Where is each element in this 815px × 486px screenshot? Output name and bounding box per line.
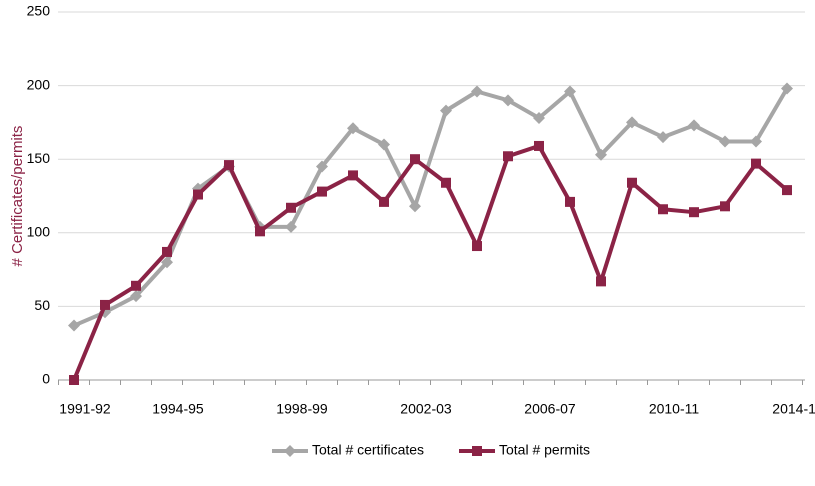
point: [131, 280, 141, 291]
point: [534, 140, 544, 151]
point: [471, 85, 483, 98]
point: [410, 154, 420, 165]
point: [657, 131, 669, 144]
legend-marker: [284, 445, 296, 457]
point: [719, 135, 731, 148]
point: [68, 319, 80, 332]
point: [564, 85, 576, 98]
point: [626, 116, 638, 129]
point: [100, 299, 110, 310]
point: [316, 160, 328, 173]
y-tick-label: 100: [27, 224, 51, 240]
point: [162, 246, 172, 257]
point: [317, 186, 327, 197]
point: [347, 122, 359, 135]
legend-label: Total # permits: [499, 442, 590, 458]
y-tick-label: 250: [27, 3, 51, 19]
x-tick-label: 2010-11: [649, 401, 700, 417]
series-line: [73, 87, 789, 328]
point: [782, 185, 792, 196]
x-tick-label: 2014-15: [772, 401, 815, 417]
point: [69, 375, 79, 385]
point: [224, 160, 234, 171]
point: [378, 138, 390, 151]
point: [348, 170, 358, 181]
x-tick-label: 1991-92: [59, 401, 111, 417]
series-line: [72, 143, 789, 381]
point: [409, 200, 421, 213]
point: [286, 202, 296, 213]
point: [255, 226, 265, 237]
y-tick-label: 0: [42, 371, 50, 387]
point: [688, 119, 700, 132]
point: [751, 158, 761, 169]
point: [781, 82, 793, 95]
y-tick-label: 50: [34, 297, 50, 313]
point: [379, 196, 389, 207]
point: [503, 151, 513, 162]
point: [596, 276, 606, 287]
x-tick-label: 2006-07: [524, 401, 576, 417]
legend-marker: [472, 446, 482, 456]
legend-label: Total # certificates: [312, 442, 424, 458]
point: [440, 104, 452, 117]
point: [720, 201, 730, 212]
y-tick-label: 150: [27, 150, 51, 166]
point: [161, 256, 173, 269]
x-tick-label: 2002-03: [400, 401, 452, 417]
point: [658, 204, 668, 215]
point: [750, 135, 762, 148]
point: [565, 196, 575, 207]
point: [130, 290, 142, 303]
point: [627, 177, 637, 188]
point: [533, 111, 545, 124]
point: [595, 148, 607, 161]
point: [689, 207, 699, 218]
x-tick-label: 1994-95: [152, 401, 204, 417]
point: [441, 177, 451, 188]
y-axis-label: # Certificates/permits: [9, 126, 26, 267]
point: [285, 220, 297, 233]
x-tick-label: 1998-99: [276, 401, 328, 417]
point: [193, 189, 203, 200]
y-tick-label: 200: [27, 76, 51, 92]
point: [502, 94, 514, 107]
point: [472, 241, 482, 252]
